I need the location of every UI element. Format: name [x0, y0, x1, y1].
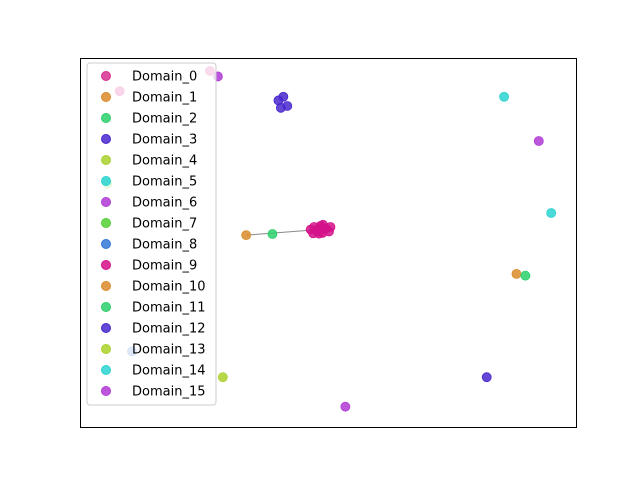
legend-marker [101, 386, 111, 396]
data-point-domain-2 [267, 229, 278, 239]
legend-marker [101, 113, 111, 123]
legend-marker [101, 197, 111, 207]
legend-label: Domain_10 [132, 280, 206, 295]
data-point-domain-15 [340, 401, 351, 412]
legend-box [86, 62, 217, 406]
legend-label: Domain_2 [132, 112, 197, 127]
legend-label: Domain_15 [132, 385, 206, 400]
legend-label: Domain_9 [132, 259, 197, 274]
data-point-domain-3 [481, 372, 492, 383]
data-point-domain-1 [511, 268, 522, 279]
data-point-domain-6 [533, 136, 544, 146]
legend-marker [101, 176, 111, 186]
data-point-domain-5 [499, 91, 509, 102]
legend-marker [101, 344, 111, 354]
data-point-domain-9 [314, 228, 324, 239]
legend-label: Domain_14 [132, 364, 206, 379]
data-point-domain-2 [520, 270, 531, 281]
legend-label: Domain_13 [132, 343, 206, 358]
data-point-domain-9 [325, 222, 336, 232]
legend-label: Domain_8 [132, 238, 197, 253]
legend-marker [101, 260, 111, 270]
legend-label: Domain_11 [132, 301, 206, 316]
legend-marker [101, 134, 111, 144]
legend-marker [101, 218, 111, 228]
legend-label: Domain_1 [132, 91, 197, 106]
legend-label: Domain_12 [132, 322, 206, 337]
plot-frame [80, 58, 577, 428]
data-point-domain-1 [241, 230, 252, 241]
legend-marker [101, 281, 111, 291]
legend-marker [101, 92, 111, 102]
legend-label: Domain_4 [132, 154, 197, 169]
legend-marker [101, 155, 111, 165]
legend: Domain_0 Domain_1 Domain_2 Domain_3 Domain_4… [86, 62, 217, 406]
legend-label: Domain_3 [132, 133, 197, 148]
legend-marker [101, 323, 111, 333]
legend-label: Domain_5 [132, 175, 197, 190]
legend-marker [101, 71, 111, 81]
legend-marker [101, 239, 111, 249]
legend-label: Domain_0 [132, 70, 197, 85]
legend-marker [101, 365, 111, 375]
legend-label: Domain_7 [132, 217, 197, 232]
data-point-domain-4 [217, 372, 228, 383]
data-point-domain-3 [282, 101, 293, 111]
legend-label: Domain_6 [132, 196, 197, 211]
legend-marker [101, 302, 111, 312]
data-point-domain-3 [278, 91, 289, 102]
data-point-domain-5 [546, 208, 557, 218]
